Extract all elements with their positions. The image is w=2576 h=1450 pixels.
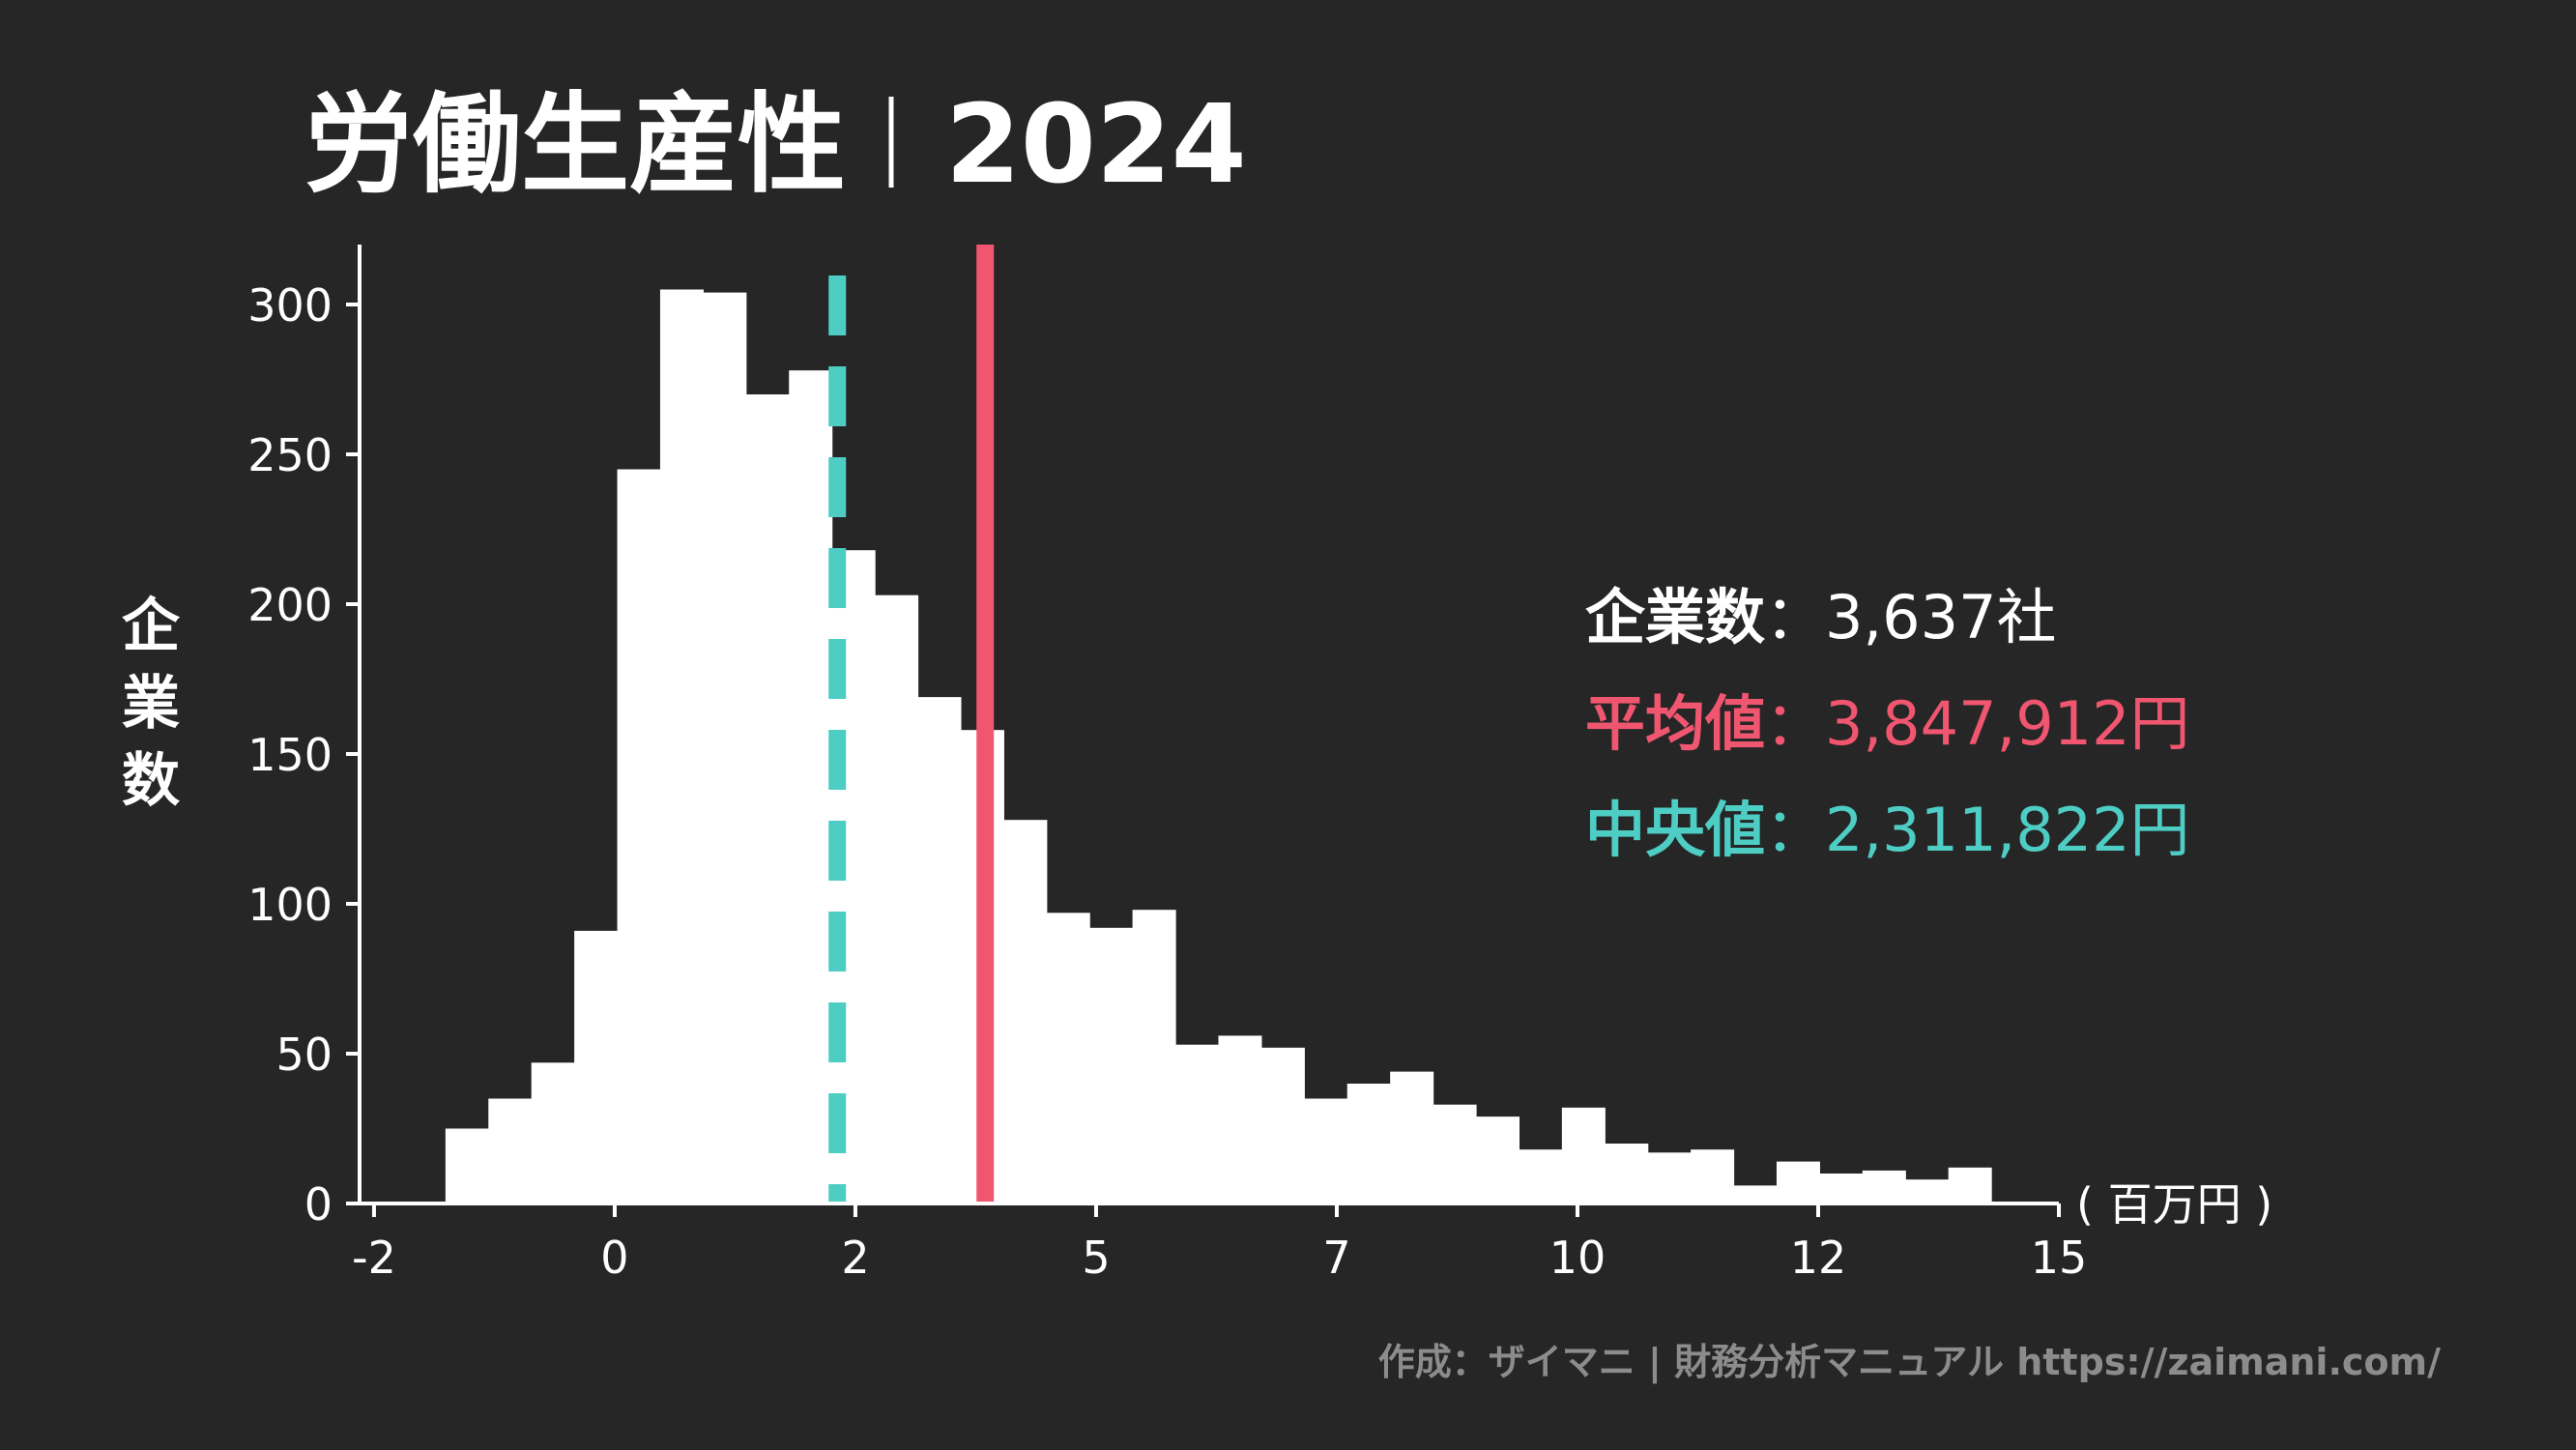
stat-median-value: ：2,311,822円 — [1765, 795, 2190, 865]
histogram-bar — [745, 394, 790, 1204]
histogram-bar — [1390, 1071, 1434, 1204]
histogram-bar — [1605, 1144, 1649, 1204]
histogram-bar — [1089, 927, 1134, 1204]
histogram-bar — [1733, 1185, 1778, 1204]
stat-mean-value: ：3,847,912円 — [1765, 688, 2190, 759]
histogram-bar — [789, 370, 833, 1204]
stat-median-label: 中央値 — [1585, 795, 1765, 865]
histogram-bar — [1948, 1167, 1992, 1204]
histogram-bar — [531, 1062, 575, 1204]
histogram-bar — [1905, 1179, 1950, 1204]
axes — [358, 245, 2059, 1205]
y-tick-label: 0 — [304, 1178, 333, 1231]
stat-mean: 平均値：3,847,912円 — [1585, 688, 2190, 759]
y-axis-label-char: 業 — [122, 670, 180, 738]
histogram-bar — [1561, 1107, 1606, 1204]
histogram-bar — [1691, 1149, 1735, 1204]
histogram-bar — [1304, 1098, 1348, 1204]
histogram-bar — [917, 697, 962, 1204]
y-axis-label-char: 企 — [122, 593, 181, 660]
histogram-bar — [1046, 913, 1090, 1204]
histogram-bar — [1260, 1047, 1305, 1204]
mean-line — [976, 245, 995, 1204]
y-tick-label: 300 — [247, 279, 333, 332]
x-tick-label: 15 — [2031, 1232, 2088, 1284]
histogram-bar — [1346, 1084, 1391, 1204]
stat-count-label: 企業数 — [1585, 582, 1765, 652]
x-tick-label: 0 — [600, 1232, 628, 1284]
histogram-bar — [1175, 1044, 1220, 1204]
histogram-bar — [574, 930, 619, 1204]
histogram-bar — [703, 292, 747, 1204]
histogram-bar — [1218, 1035, 1262, 1204]
y-tick-label: 150 — [247, 729, 333, 781]
histogram-bar — [1003, 820, 1048, 1204]
stat-mean-label: 平均値 — [1585, 688, 1765, 759]
stat-count: 企業数：3,637社 — [1585, 582, 2057, 652]
histogram-bar — [1519, 1149, 1563, 1204]
histogram-bar — [488, 1098, 533, 1204]
histogram-bar — [875, 594, 919, 1204]
x-tick-label: 12 — [1790, 1232, 1847, 1284]
x-tick-label: 2 — [841, 1232, 869, 1284]
histogram-bar — [617, 469, 661, 1204]
x-tick-label: 7 — [1322, 1232, 1350, 1284]
y-tick-label: 100 — [247, 879, 333, 931]
y-tick-label: 200 — [247, 579, 333, 631]
chart-title: 労働生産性 2024 — [304, 82, 1247, 208]
histogram-bar — [659, 289, 704, 1204]
histogram-bar — [1476, 1116, 1520, 1204]
y-ticks: 0 50 100 150 200 250 300 — [247, 279, 360, 1231]
histogram-bar — [1862, 1170, 1906, 1204]
x-ticks: -2 0 2 5 7 10 12 15 — [352, 1204, 2087, 1284]
x-tick-label: 10 — [1549, 1232, 1606, 1284]
histogram-bar — [1776, 1161, 1820, 1204]
histogram-bar — [1132, 910, 1176, 1204]
x-tick-label: 5 — [1082, 1232, 1110, 1284]
credit-text: 作成：ザイマニ | 財務分析マニュアル https://zaimani.com/ — [1378, 1341, 2441, 1384]
histogram-bar — [445, 1128, 489, 1204]
histogram-bar — [1433, 1104, 1477, 1204]
stat-median: 中央値：2,311,822円 — [1585, 795, 2190, 865]
x-tick-label: -2 — [352, 1232, 396, 1284]
histogram-bar — [1819, 1174, 1864, 1204]
y-axis-label: 企業数 — [122, 593, 181, 815]
reference-lines — [828, 245, 995, 1204]
y-tick-label: 250 — [247, 429, 333, 481]
y-tick-label: 50 — [275, 1029, 333, 1081]
stat-count-value: ：3,637社 — [1765, 582, 2057, 652]
title-text: 労働生産性 — [304, 82, 846, 208]
histogram-bar — [1647, 1152, 1692, 1204]
title-year: 2024 — [945, 82, 1247, 208]
x-unit-label: ( 百万円 ) — [2076, 1178, 2272, 1231]
y-axis-label-char: 数 — [122, 747, 180, 815]
stats-panel: 企業数：3,637社 平均値：3,847,912円 中央値：2,311,822円 — [1585, 582, 2190, 865]
